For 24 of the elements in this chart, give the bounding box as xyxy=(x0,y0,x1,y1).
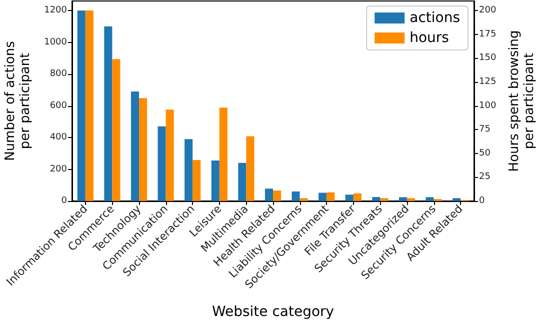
y2-tick-label: 150 xyxy=(479,53,496,64)
bar xyxy=(292,191,300,201)
y-tick-label: 800 xyxy=(50,69,68,80)
y2-tick-label: 25 xyxy=(479,172,490,182)
x-axis-title: Website category xyxy=(212,304,334,320)
legend-label: hours xyxy=(410,30,449,46)
y-tick-label: 600 xyxy=(50,100,68,111)
y-axis-title: Number of actions per participant xyxy=(3,40,34,161)
y2-tick-label: 75 xyxy=(479,124,490,135)
y2-tick-label: 125 xyxy=(479,76,496,87)
y2-tick-label: 200 xyxy=(479,6,496,16)
bar xyxy=(219,108,228,201)
y2-tick-label: 50 xyxy=(479,148,491,158)
y-tick-label: 0 xyxy=(61,196,68,206)
y-tick-label: 400 xyxy=(50,132,68,143)
y-tick-label: 200 xyxy=(50,164,68,174)
y2-tick-label: 0 xyxy=(479,196,485,206)
y2-tick-label: 175 xyxy=(479,29,496,40)
y-tick-label: 1200 xyxy=(44,6,68,16)
y2-axis-title: Hours spent browsing per participant xyxy=(507,30,538,172)
legend-label: actions xyxy=(410,10,460,26)
bar xyxy=(452,198,461,201)
y-tick-label: 1000 xyxy=(44,37,68,48)
y2-tick-label: 100 xyxy=(479,100,496,111)
